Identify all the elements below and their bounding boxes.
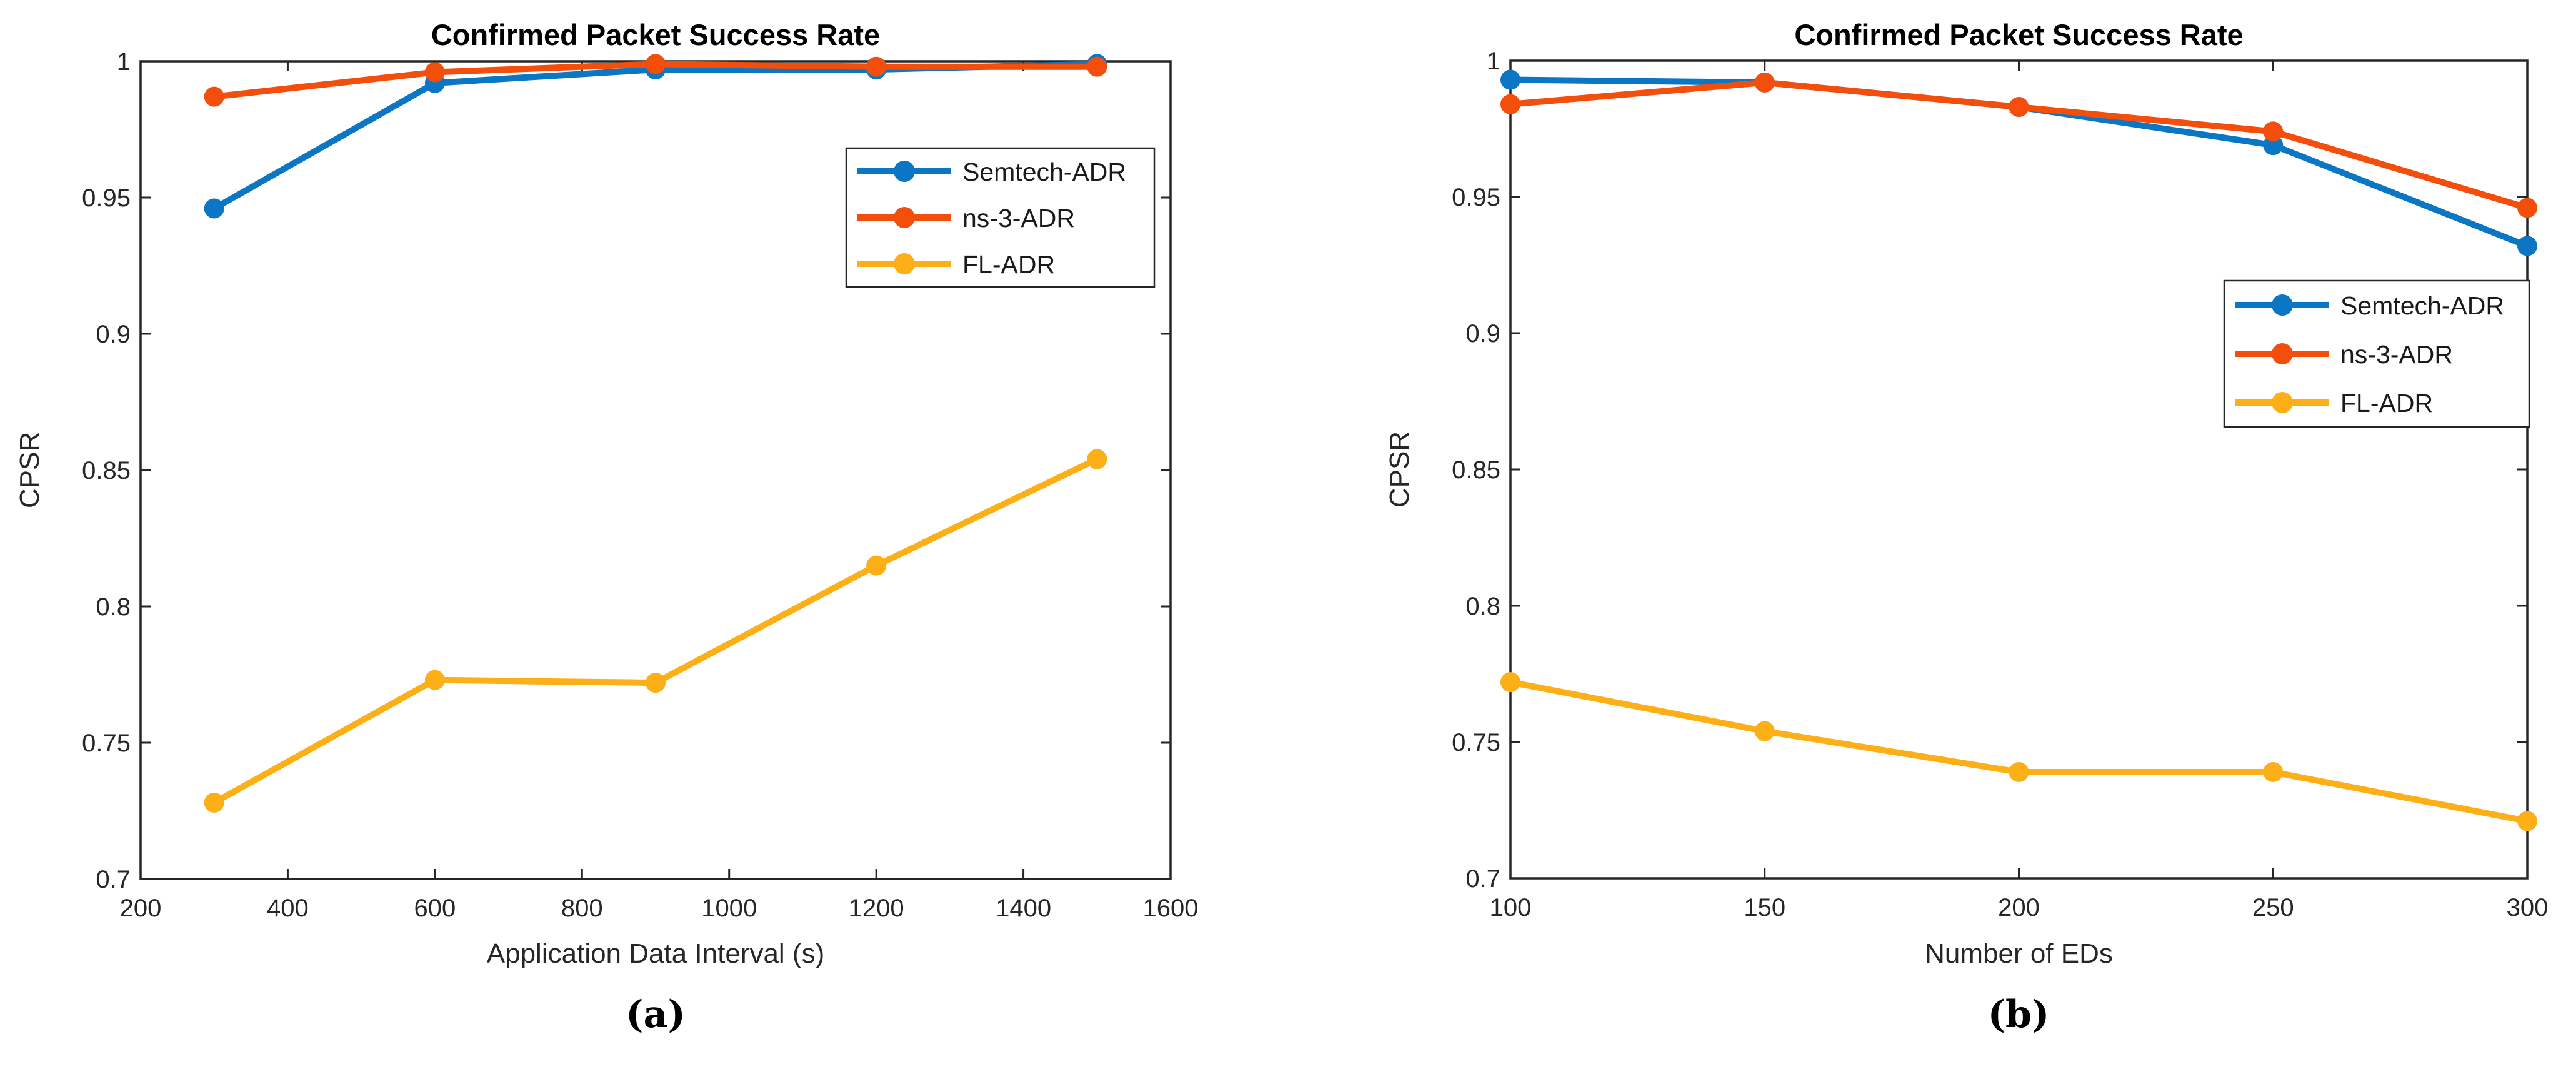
legend-sample-marker (894, 253, 915, 274)
chart-title: Confirmed Packet Success Rate (1794, 18, 2243, 51)
caption-a: (a) (626, 993, 686, 1036)
data-point-FL-ADR (204, 792, 224, 813)
data-point-FL-ADR (646, 673, 666, 693)
x-tick-label: 1600 (1143, 895, 1199, 922)
legend-label: Semtech-ADR (2340, 291, 2504, 320)
x-tick-label: 600 (414, 895, 456, 922)
x-tick-label: 1000 (701, 895, 757, 922)
chart-a: 200 400 600 800 1000 1200 1400 1600 1 0.95 0.9 0.85… (14, 18, 1198, 969)
x-tick-label: 150 (1744, 894, 1785, 921)
x-tick-label: 800 (561, 895, 603, 922)
legend-label: FL-ADR (962, 250, 1055, 279)
plot-box (1509, 59, 2529, 880)
data-point-ns-3-ADR (1754, 72, 1775, 93)
y-tick-label: 0.75 (82, 730, 131, 757)
y-tick-label: 0.9 (1465, 320, 1500, 348)
data-point-ns-3-ADR (646, 54, 666, 74)
data-point-ns-3-ADR (2517, 198, 2537, 218)
data-point-FL-ADR (1087, 449, 1107, 469)
legend-sample-marker (894, 161, 915, 182)
data-point-FL-ADR (424, 670, 445, 690)
data-point-Semtech-ADR (1500, 69, 1520, 90)
data-point-ns-3-ADR (204, 86, 224, 107)
data-point-FL-ADR (866, 555, 887, 576)
x-tick-label: 100 (1490, 894, 1532, 921)
y-tick-label: 0.95 (82, 184, 131, 212)
legend-sample-marker (894, 207, 915, 228)
x-tick-label: 1400 (996, 895, 1051, 922)
legend-a: Semtech-ADR ns-3-ADR FL-ADR (845, 147, 1156, 288)
y-tick-label: 0.85 (1452, 456, 1500, 484)
data-point-ns-3-ADR (1500, 94, 1520, 114)
x-tick-label: 250 (2252, 894, 2294, 921)
legend-sample-marker (2272, 343, 2293, 364)
legend-sample-marker (2272, 294, 2293, 316)
legend-label: ns-3-ADR (962, 204, 1075, 233)
data-point-FL-ADR (2517, 811, 2537, 831)
chart-b: 100 150 200 250 300 1 0.95 0.9 0.85 0.8 0.75 0.7 Con… (1384, 18, 2548, 969)
y-tick-label: 0.7 (96, 866, 131, 893)
x-tick-label: 400 (267, 895, 309, 922)
y-tick-label: 1 (1487, 48, 1500, 75)
y-tick-label: 0.8 (96, 593, 131, 621)
legend-label: Semtech-ADR (962, 158, 1126, 186)
y-tick-label: 1 (117, 48, 131, 76)
x-tick-label: 200 (1998, 894, 2040, 921)
x-axis-label: Application Data Interval (s) (487, 938, 824, 969)
y-tick-label: 0.9 (96, 321, 131, 348)
data-point-FL-ADR (2263, 761, 2284, 782)
legend-label: FL-ADR (2340, 389, 2433, 418)
data-point-Semtech-ADR (2517, 236, 2537, 256)
data-point-ns-3-ADR (866, 56, 887, 77)
y-tick-label: 0.8 (1465, 593, 1500, 620)
chart-title: Confirmed Packet Success Rate (431, 18, 880, 51)
x-axis-label: Number of EDs (1925, 938, 2113, 969)
data-point-ns-3-ADR (1087, 56, 1107, 77)
data-point-ns-3-ADR (2009, 97, 2029, 118)
legend-b: Semtech-ADR ns-3-ADR FL-ADR (2223, 279, 2530, 428)
caption-b: (b) (1987, 993, 2050, 1036)
data-point-ns-3-ADR (424, 62, 445, 83)
x-tick-label: 300 (2507, 894, 2549, 921)
x-tick-label: 200 (120, 895, 162, 922)
x-tick-label: 1200 (849, 895, 904, 922)
data-point-ns-3-ADR (2263, 121, 2284, 142)
legend-sample-marker (2272, 392, 2293, 413)
y-axis-label: CPSR (14, 432, 45, 508)
y-tick-label: 0.95 (1452, 184, 1500, 211)
y-tick-label: 0.75 (1452, 729, 1500, 756)
data-point-FL-ADR (1754, 721, 1775, 741)
legend-label: ns-3-ADR (2340, 340, 2453, 369)
y-tick-label: 0.85 (82, 457, 131, 484)
data-point-FL-ADR (2009, 761, 2029, 782)
data-point-Semtech-ADR (204, 198, 224, 219)
y-tick-label: 0.7 (1465, 865, 1500, 893)
y-axis-label: CPSR (1384, 431, 1415, 508)
data-point-FL-ADR (1500, 672, 1520, 693)
